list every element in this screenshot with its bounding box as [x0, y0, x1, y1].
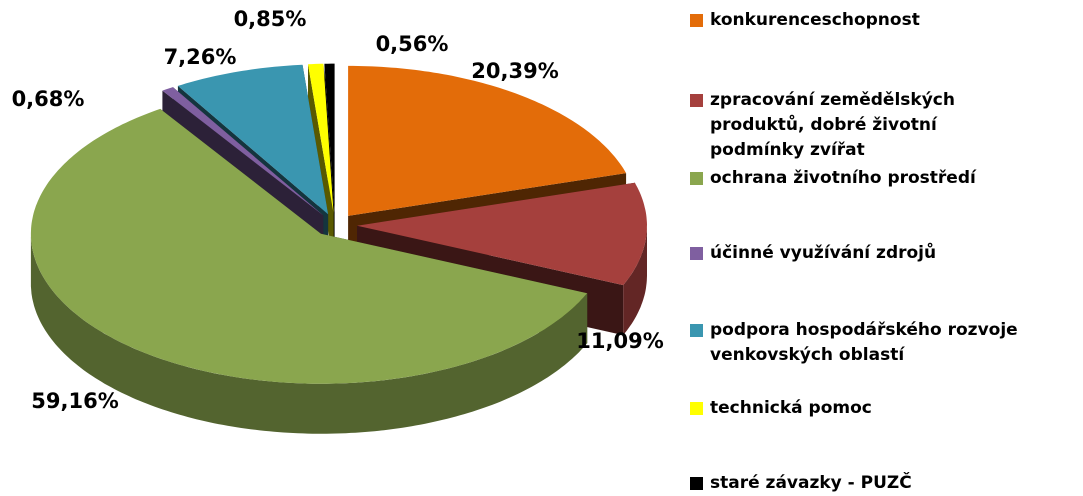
legend-swatch — [690, 247, 703, 260]
data-label: 20,39% — [471, 59, 558, 83]
slice — [30, 108, 588, 384]
legend-entry: konkurenceschopnost — [690, 8, 1080, 33]
data-label: 7,26% — [164, 45, 237, 69]
legend-label: staré závazky - PUZČ — [710, 473, 912, 493]
legend-swatch — [690, 324, 703, 337]
legend-swatch — [690, 94, 703, 107]
pie-plot: 20,39% 11,09% 59,16% 0,68% 7,26% 0,85% 0,56% — [12, 7, 664, 434]
data-label: 0,68% — [12, 87, 85, 111]
legend-swatch — [690, 477, 703, 490]
legend-swatch — [690, 172, 703, 185]
data-label: 59,16% — [31, 389, 118, 413]
slice — [177, 64, 329, 215]
legend-label: ochrana životního prostředí — [710, 168, 976, 188]
slice — [308, 63, 334, 214]
legend-entry: zpracování zemědělských produktů, dobré … — [690, 88, 1020, 163]
legend-entry: podpora hospodářského rozvoje venkovskýc… — [690, 318, 1020, 368]
data-label: 11,09% — [576, 329, 663, 353]
legend-entry: ochrana životního prostředí — [690, 166, 1080, 191]
data-label: 0,85% — [234, 7, 307, 31]
slice-side — [30, 233, 588, 434]
legend-label: konkurenceschopnost — [710, 10, 920, 30]
slice — [348, 65, 627, 216]
slice-side — [623, 225, 647, 336]
legend-label: zpracování zemědělských produktů, dobré … — [710, 90, 955, 160]
legend-label: podpora hospodářského rozvoje venkovskýc… — [710, 320, 1018, 365]
legend-entry: staré závazky - PUZČ — [690, 471, 1080, 496]
slice — [357, 182, 647, 286]
data-label: 0,56% — [376, 32, 449, 56]
legend-label: účinné využívání zdrojů — [710, 243, 937, 263]
legend-swatch — [690, 14, 703, 27]
slice — [162, 87, 324, 216]
legend-swatch — [690, 402, 703, 415]
slices — [30, 63, 647, 434]
slice — [324, 63, 335, 214]
legend-label: technická pomoc — [710, 398, 872, 418]
legend-entry: účinné využívání zdrojů — [690, 241, 1080, 266]
legend-entry: technická pomoc — [690, 396, 1080, 421]
